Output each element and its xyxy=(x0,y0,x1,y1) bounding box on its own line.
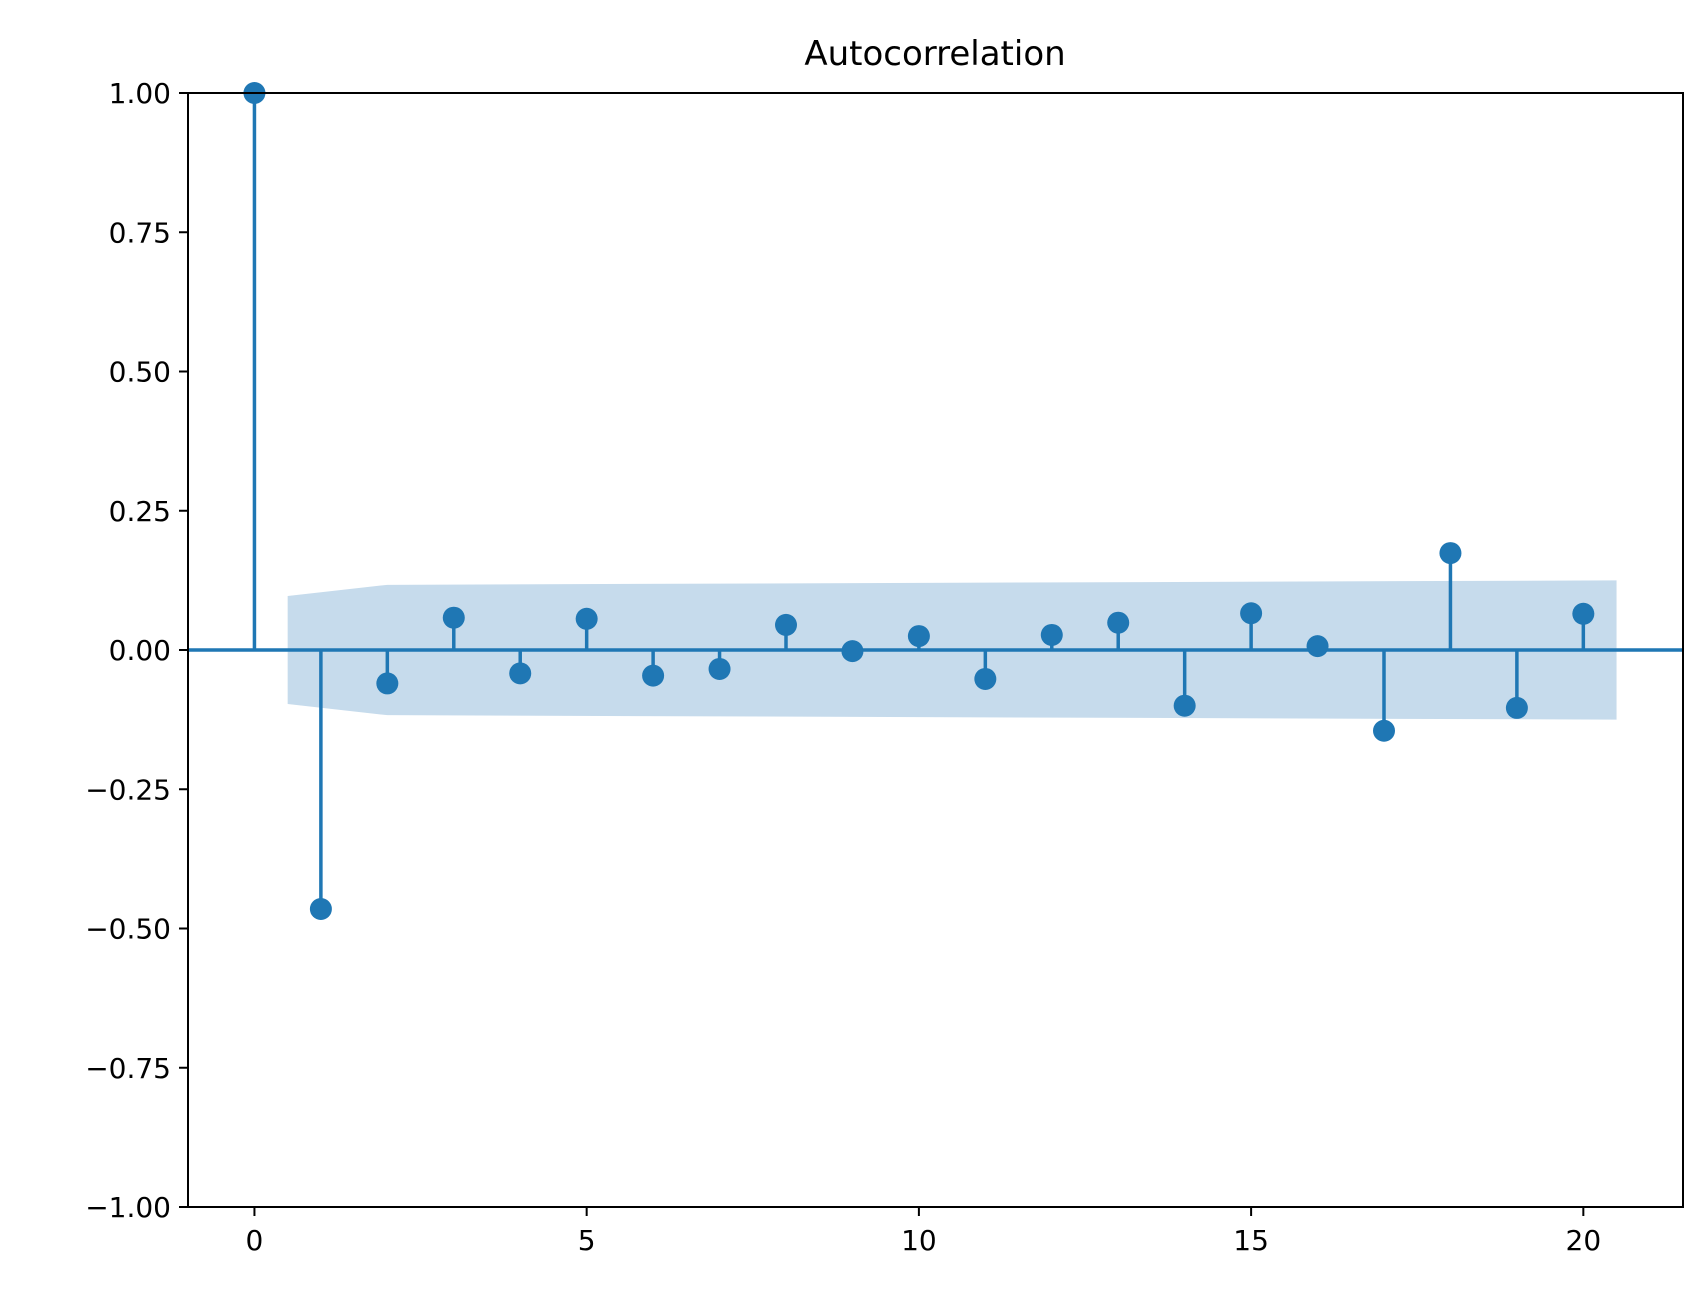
stem-marker-lag-19 xyxy=(1505,696,1528,719)
stem-marker-lag-9 xyxy=(841,640,864,663)
stem-marker-lag-18 xyxy=(1439,542,1462,565)
y-tick-label: −0.75 xyxy=(85,1052,171,1085)
stem-marker-lag-14 xyxy=(1173,694,1196,717)
stem-marker-lag-1 xyxy=(309,898,332,921)
y-tick-label: 0.75 xyxy=(109,216,171,249)
stem-marker-lag-13 xyxy=(1107,611,1130,634)
y-tick-label: 0.50 xyxy=(109,356,171,389)
chart-title: Autocorrelation xyxy=(804,34,1065,74)
stem-marker-lag-16 xyxy=(1306,635,1329,658)
stem-layer xyxy=(188,82,1683,921)
y-tick-label: −1.00 xyxy=(85,1191,171,1224)
y-tick-label: −0.25 xyxy=(85,773,171,806)
stem-marker-lag-12 xyxy=(1040,623,1063,646)
y-tick-label: 0.25 xyxy=(109,495,171,528)
x-tick-label: 0 xyxy=(246,1224,264,1257)
x-tick-label: 5 xyxy=(578,1224,596,1257)
y-tick-label: −0.50 xyxy=(85,913,171,946)
x-tick-label: 20 xyxy=(1566,1224,1602,1257)
x-tick-label: 10 xyxy=(901,1224,937,1257)
stem-marker-lag-7 xyxy=(708,657,731,680)
y-tick-label: 1.00 xyxy=(109,77,171,110)
tick-layer: 1.00 0.75 0.50 0.25 0.00 −0.25 −0.50 −0.75 −1.00… xyxy=(85,77,1601,1257)
stem-marker-lag-20 xyxy=(1572,602,1595,625)
stem-marker-lag-15 xyxy=(1240,602,1263,625)
stem-marker-lag-11 xyxy=(974,667,997,690)
stem-marker-lag-2 xyxy=(376,672,399,695)
stem-marker-lag-6 xyxy=(642,664,665,687)
stem-marker-lag-8 xyxy=(775,613,797,636)
y-tick-label: 0.00 xyxy=(109,634,171,667)
stem-marker-lag-10 xyxy=(907,625,930,648)
stem-marker-lag-4 xyxy=(509,662,532,685)
stem-marker-lag-3 xyxy=(442,606,465,629)
stem-marker-lag-5 xyxy=(575,607,598,630)
x-tick-label: 15 xyxy=(1233,1224,1269,1257)
stem-marker-lag-17 xyxy=(1373,719,1395,742)
